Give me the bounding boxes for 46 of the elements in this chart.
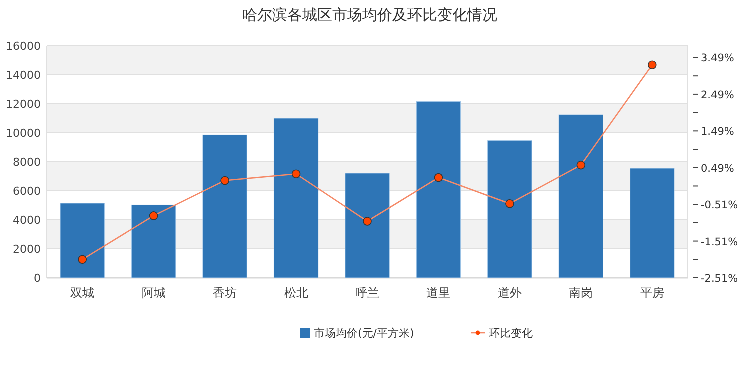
y-tick-label: 16000 bbox=[6, 40, 41, 53]
legend-label: 环比变化 bbox=[489, 327, 533, 340]
point bbox=[506, 199, 514, 208]
y-tick-label: 14000 bbox=[6, 69, 41, 82]
x-tick-label: 松北 bbox=[284, 286, 308, 300]
point bbox=[78, 255, 88, 264]
bar bbox=[345, 173, 390, 278]
x-tick-label: 平房 bbox=[640, 286, 664, 300]
y-tick-label: 12000 bbox=[6, 98, 41, 111]
bar bbox=[416, 102, 462, 278]
x-tick-label: 道里 bbox=[426, 286, 451, 300]
y-tick-label: 2000 bbox=[13, 243, 41, 256]
point bbox=[292, 170, 301, 179]
y-tick-label: 6000 bbox=[13, 185, 41, 198]
point bbox=[149, 212, 158, 220]
point bbox=[220, 176, 230, 186]
x-tick-label: 呼兰 bbox=[356, 286, 380, 300]
y2-tick-label: 3.49% bbox=[701, 52, 734, 65]
x-tick-label: 香坊 bbox=[213, 286, 238, 300]
y2-tick-label: 2.49% bbox=[701, 89, 734, 102]
y-tick-label: 8000 bbox=[13, 156, 41, 169]
y2-tick-label: -1.51% bbox=[701, 236, 738, 248]
point bbox=[576, 160, 586, 170]
x-tick-label: 道外 bbox=[498, 286, 522, 300]
x-tick-label: 阿城 bbox=[142, 286, 166, 300]
x-tick-label: 双城 bbox=[70, 286, 95, 300]
legend-label: 市场均价(元/平方米) bbox=[314, 327, 414, 340]
bar bbox=[132, 204, 176, 278]
bar bbox=[558, 114, 604, 278]
chart-title: 哈尔滨各城区市场均价及环比变化情况 bbox=[242, 6, 498, 24]
x-tick-label: 南岗 bbox=[569, 286, 594, 300]
y-tick-label: 4000 bbox=[13, 214, 41, 227]
y-tick-label: 0 bbox=[34, 272, 41, 285]
bar bbox=[202, 134, 248, 278]
point bbox=[648, 60, 657, 70]
y2-tick-label: 0.49% bbox=[701, 162, 734, 175]
y2-tick-label: -0.51% bbox=[701, 200, 738, 212]
point bbox=[434, 173, 444, 182]
bar bbox=[274, 118, 319, 278]
y2-tick-label: -2.51% bbox=[701, 273, 738, 285]
y2-tick-label: 1.49% bbox=[701, 126, 734, 138]
bar bbox=[60, 203, 105, 278]
bar bbox=[630, 168, 675, 278]
bar bbox=[488, 140, 532, 278]
y-tick-label: 10000 bbox=[6, 127, 41, 140]
point bbox=[363, 217, 372, 226]
